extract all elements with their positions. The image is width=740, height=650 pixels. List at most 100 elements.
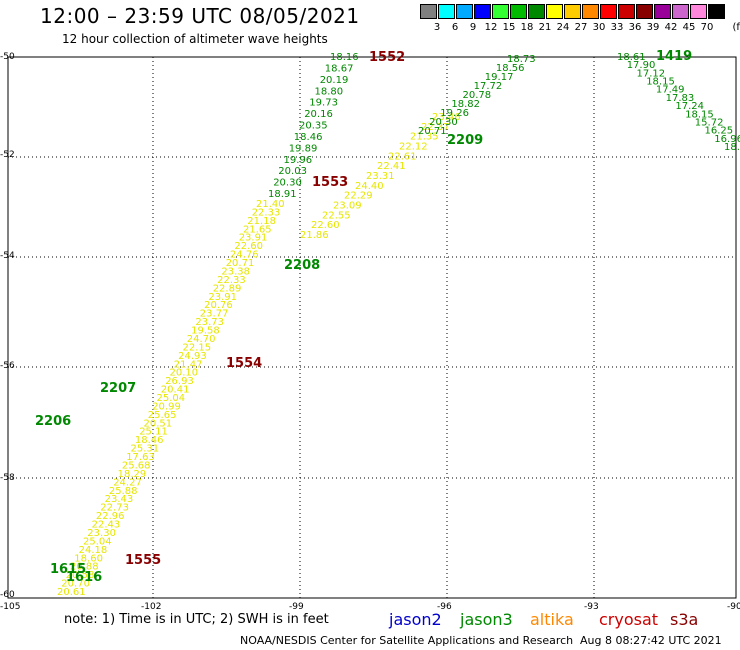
lon-label-93: -93 bbox=[584, 602, 599, 612]
scale-label: 33 bbox=[610, 22, 624, 33]
swh-value: 21.47 bbox=[174, 359, 203, 370]
scale-swatch bbox=[708, 4, 725, 19]
swh-value: 18.56 bbox=[496, 63, 525, 74]
lat-label-56: -56 bbox=[0, 361, 15, 371]
swh-value: 23.09 bbox=[333, 201, 362, 212]
swh-value: 22.61 bbox=[388, 151, 417, 162]
scale-swatch bbox=[492, 4, 509, 19]
swh-value: 20.41 bbox=[161, 385, 190, 396]
swh-value: 17.63 bbox=[126, 452, 155, 463]
swh-value: 18.15 bbox=[646, 77, 675, 88]
swh-value: 24.70 bbox=[187, 334, 216, 345]
pass-number: 1419 bbox=[656, 49, 692, 64]
swh-value: 20.51 bbox=[144, 418, 173, 429]
scale-swatch bbox=[546, 4, 563, 19]
swh-value: 21.86 bbox=[300, 230, 329, 241]
scale-swatch bbox=[618, 4, 635, 19]
swh-value: 24.76 bbox=[230, 250, 259, 261]
swh-value: 16.25 bbox=[705, 126, 734, 137]
scale-swatch bbox=[474, 4, 491, 19]
scale-label: 21 bbox=[538, 22, 552, 33]
swh-value: 18.61 bbox=[617, 52, 646, 63]
lat-label-50: -50 bbox=[0, 52, 15, 62]
swh-value: 20.70 bbox=[61, 579, 90, 590]
swh-value: 18.29 bbox=[118, 469, 147, 480]
scale-swatch bbox=[600, 4, 617, 19]
pass-number: 2209 bbox=[447, 133, 483, 148]
pass-number: 2206 bbox=[35, 414, 71, 429]
swh-value: 20.35 bbox=[299, 121, 328, 132]
legend-cryosat: cryosat bbox=[599, 610, 659, 629]
swh-value: 23.31 bbox=[366, 171, 395, 182]
swh-value: 21.35 bbox=[410, 132, 439, 143]
swh-value: 22.89 bbox=[213, 283, 242, 294]
swh-value: 20.99 bbox=[152, 401, 181, 412]
scale-swatch bbox=[528, 4, 545, 19]
swh-value: 18.82 bbox=[451, 99, 480, 110]
legend-s3a: s3a bbox=[670, 610, 699, 629]
swh-value: 19.89 bbox=[289, 143, 318, 154]
swh-value: 17.90 bbox=[627, 60, 656, 71]
pass-number: 1552 bbox=[369, 50, 405, 65]
scale-label: 30 bbox=[592, 22, 606, 33]
lon-label-105: -105 bbox=[0, 602, 21, 612]
swh-value: 22.55 bbox=[322, 210, 351, 221]
swh-value: 22.43 bbox=[92, 520, 121, 531]
swh-value: 22.60 bbox=[234, 241, 263, 252]
lat-label-54: -54 bbox=[0, 251, 15, 261]
swh-value: 18.80 bbox=[315, 86, 344, 97]
lon-label-90: -90 bbox=[727, 602, 740, 612]
chart-title: 12:00 – 23:59 UTC 08/05/2021 bbox=[40, 4, 360, 28]
chart-subtitle: 12 hour collection of altimeter wave hei… bbox=[62, 32, 328, 46]
lat-lon-grid bbox=[8, 57, 736, 598]
swh-value: 25.04 bbox=[83, 536, 112, 547]
scale-swatch bbox=[636, 4, 653, 19]
swh-value: 22.37 bbox=[421, 122, 450, 133]
scale-label: 15 bbox=[502, 22, 516, 33]
swh-value: 25.68 bbox=[122, 461, 151, 472]
swh-value: 24.40 bbox=[355, 181, 384, 192]
swh-value: 19.58 bbox=[191, 326, 220, 337]
credit-text: NOAA/NESDIS Center for Satellite Applica… bbox=[240, 634, 574, 647]
scale-swatch bbox=[420, 4, 437, 19]
swh-value: 19.26 bbox=[440, 108, 469, 119]
swh-value: 22.33 bbox=[217, 275, 246, 286]
swh-value: 21.65 bbox=[243, 224, 272, 235]
swh-value: 18.16 bbox=[330, 52, 359, 63]
satellite-tracks: 18.1618.6720.1918.8019.7320.1620.3518.46… bbox=[57, 52, 740, 598]
swh-value: 18.60 bbox=[74, 553, 103, 564]
swh-value: 20.71 bbox=[418, 126, 447, 137]
scale-swatch bbox=[690, 4, 707, 19]
swh-value: 25.88 bbox=[109, 486, 138, 497]
scale-swatch bbox=[564, 4, 581, 19]
pass-number: 2208 bbox=[284, 258, 320, 273]
pass-number: 1555 bbox=[125, 553, 161, 568]
swh-value: 24.18 bbox=[79, 545, 108, 556]
swh-value: 20.58 bbox=[66, 570, 95, 581]
swh-value: 22.41 bbox=[377, 161, 406, 172]
swh-value: 15.72 bbox=[695, 118, 724, 129]
swh-value: 26.93 bbox=[165, 376, 194, 387]
swh-value: 20.03 bbox=[278, 166, 307, 177]
lat-label-58: -58 bbox=[0, 473, 15, 483]
swh-value: 18.15 bbox=[685, 109, 714, 120]
swh-value: 21.40 bbox=[256, 199, 285, 210]
swh-value: 23.38 bbox=[221, 267, 250, 278]
scale-label: 45 bbox=[682, 22, 696, 33]
swh-value: 23.46 bbox=[432, 112, 461, 123]
swh-value: 23.73 bbox=[195, 317, 224, 328]
swh-value: 25.65 bbox=[148, 410, 177, 421]
swh-value: 22.73 bbox=[100, 503, 129, 514]
swh-value: 25.11 bbox=[139, 427, 168, 438]
scale-label: 3 bbox=[433, 22, 441, 33]
timestamp-text: Aug 8 08:27:42 UTC 2021 bbox=[580, 634, 722, 647]
pass-number: 1616 bbox=[66, 570, 102, 585]
swh-value: 23.77 bbox=[200, 309, 229, 320]
lat-label-60: -60 bbox=[0, 590, 15, 600]
swh-value: 23.91 bbox=[208, 292, 237, 303]
swh-value: 20.76 bbox=[204, 300, 233, 311]
scale-label: 9 bbox=[469, 22, 477, 33]
scale-swatch bbox=[510, 4, 527, 19]
swh-value: 18.67 bbox=[325, 63, 354, 74]
scale-label: 27 bbox=[574, 22, 588, 33]
